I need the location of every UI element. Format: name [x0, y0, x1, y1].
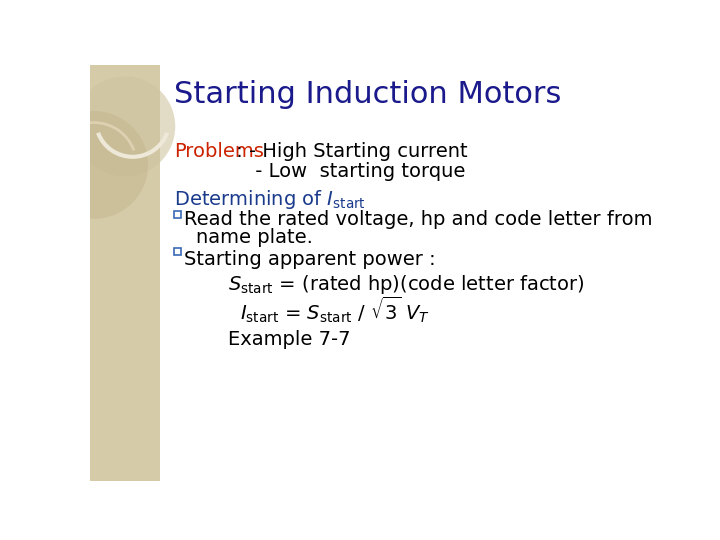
Text: Starting apparent power :: Starting apparent power : [184, 249, 436, 268]
Text: $S_{\mathrm{start}}$ = (rated hp)(code letter factor): $S_{\mathrm{start}}$ = (rated hp)(code l… [228, 273, 585, 296]
Bar [90, 65, 160, 481]
Text: Read the rated voltage, hp and code letter from: Read the rated voltage, hp and code lett… [184, 210, 652, 228]
Text: Starting Induction Motors: Starting Induction Motors [174, 80, 561, 109]
Text: name plate.: name plate. [196, 228, 313, 247]
Text: $I_{\mathrm{start}}$ = $S_{\mathrm{start}}$ / $\sqrt{3}$ $V_T$: $I_{\mathrm{start}}$ = $S_{\mathrm{start… [240, 294, 431, 325]
Text: : - High Starting current: : - High Starting current [230, 142, 467, 161]
Text: Determining of $I_{\mathrm{start}}$: Determining of $I_{\mathrm{start}}$ [174, 188, 366, 211]
Circle shape [74, 76, 175, 177]
Text: - Low  starting torque: - Low starting torque [174, 162, 465, 181]
Text: Problems: Problems [174, 142, 264, 161]
Bar [174, 248, 181, 254]
Bar [174, 211, 181, 218]
Text: Example 7-7: Example 7-7 [228, 330, 351, 349]
Circle shape [40, 111, 148, 219]
